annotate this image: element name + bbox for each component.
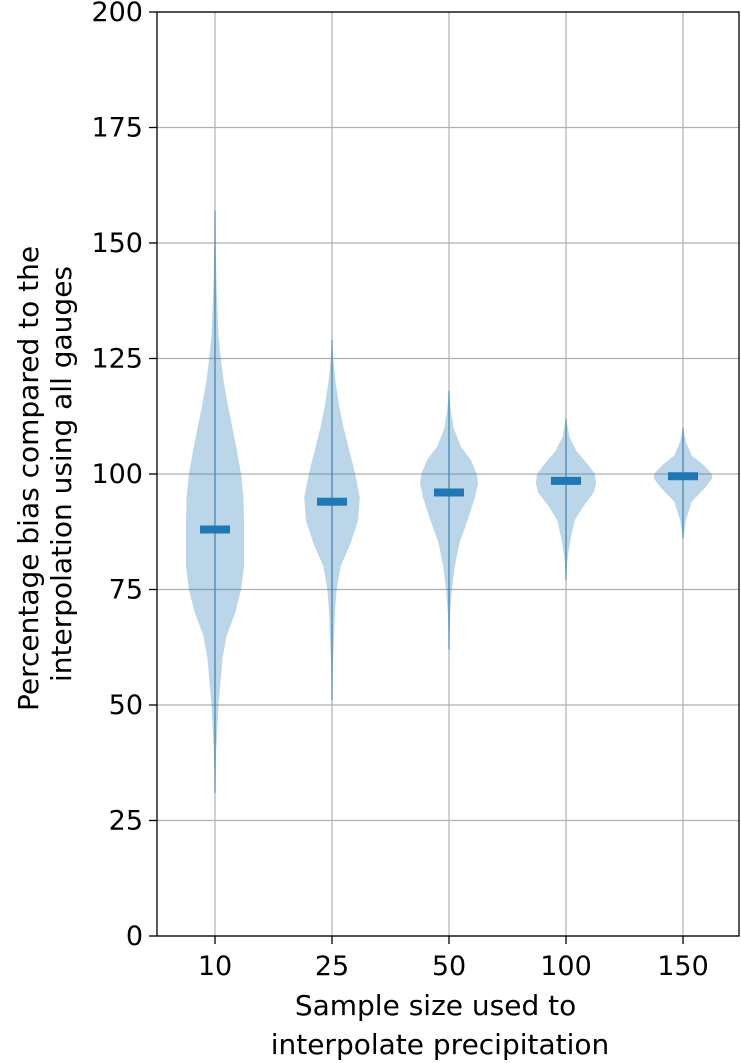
violin-25	[304, 340, 360, 701]
y-tick-label: 125	[91, 344, 143, 375]
violin-body	[535, 418, 597, 581]
y-tick-label: 150	[91, 228, 143, 259]
x-axis-label-line-1: Sample size used to	[295, 989, 576, 1022]
violin-body	[654, 427, 712, 539]
y-tick-label: 25	[109, 806, 143, 837]
y-axis-label: Percentage bias compared to the interpol…	[12, 237, 78, 711]
violins	[186, 210, 712, 793]
violin-150	[654, 427, 712, 539]
violin-50	[420, 390, 478, 650]
y-tick-label: 50	[109, 690, 143, 721]
violin-100	[535, 418, 597, 581]
violin-10	[186, 210, 244, 793]
x-axis-label: Sample size used to interpolate precipit…	[271, 989, 610, 1061]
y-tick-label: 175	[91, 113, 143, 144]
x-axis-label-line-2: interpolate precipitation	[271, 1028, 610, 1061]
x-tick-label: 10	[198, 951, 232, 982]
x-tick-label: 25	[315, 951, 349, 982]
y-tick-label: 100	[91, 459, 143, 490]
violin-body	[420, 390, 478, 650]
x-axis-ticks: 10 25 50 100 150	[198, 936, 709, 982]
y-tick-label: 0	[126, 921, 143, 952]
violin-body	[304, 340, 360, 701]
x-tick-label: 150	[657, 951, 709, 982]
y-axis-label-line-2: interpolation using all gauges	[45, 266, 78, 682]
y-axis-ticks: 0 25 50 75 100 125 150 175 200	[91, 0, 157, 952]
x-tick-label: 50	[432, 951, 466, 982]
x-tick-label: 100	[540, 951, 592, 982]
y-axis-label-line-1: Percentage bias compared to the	[12, 246, 45, 711]
violin-body	[186, 210, 244, 793]
y-tick-label: 200	[91, 0, 143, 28]
y-tick-label: 75	[109, 575, 143, 606]
